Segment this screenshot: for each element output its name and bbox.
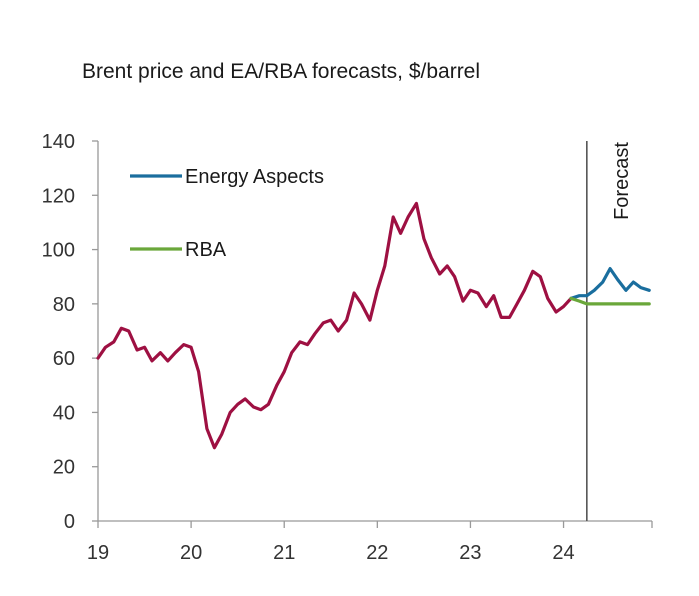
x-tick-label: 22	[366, 542, 388, 564]
legend: Energy Aspects RBA	[130, 166, 324, 261]
legend-label-rba: RBA	[185, 239, 227, 261]
y-tick-label: 20	[53, 457, 75, 479]
x-tick-label: 24	[552, 542, 574, 564]
x-tick-label: 20	[180, 542, 202, 564]
series-line-energy-aspects	[569, 267, 651, 300]
y-axis-ticks: 0 20 40 60 80 100 120 140	[42, 131, 98, 533]
series-line-brent	[96, 201, 573, 450]
legend-label-energy-aspects: Energy Aspects	[185, 166, 324, 188]
x-axis-ticks: 19 20 21 22 23 24	[87, 521, 653, 564]
y-tick-label: 80	[53, 294, 75, 316]
x-tick-label: 21	[273, 542, 295, 564]
x-tick-label: 19	[87, 542, 109, 564]
series-line-rba	[569, 296, 651, 306]
series-group	[96, 201, 651, 450]
chart-title: Brent price and EA/RBA forecasts, $/barr…	[82, 60, 481, 83]
forecast-label: Forecast	[611, 142, 633, 220]
y-tick-label: 0	[64, 511, 75, 533]
x-tick-label: 23	[459, 542, 481, 564]
y-tick-label: 40	[53, 402, 75, 424]
y-tick-label: 120	[42, 185, 75, 207]
y-tick-label: 60	[53, 348, 75, 370]
y-tick-label: 100	[42, 240, 75, 262]
y-tick-label: 140	[42, 131, 75, 153]
